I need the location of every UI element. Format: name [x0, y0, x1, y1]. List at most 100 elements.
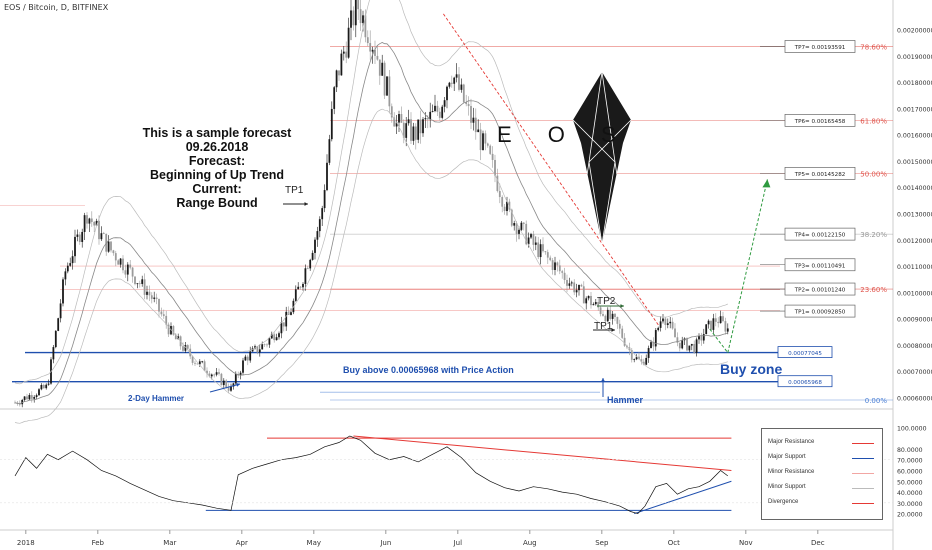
candle-body	[333, 87, 336, 109]
candle-body	[76, 234, 79, 237]
candle-body	[664, 318, 667, 325]
candle-body	[268, 338, 271, 345]
candle-body	[150, 295, 153, 299]
candle-body	[86, 215, 88, 224]
legend-label: Minor Resistance	[768, 469, 815, 475]
zone-lower-box	[777, 375, 833, 388]
candle-body	[328, 139, 331, 163]
candle-body	[117, 260, 120, 265]
candle-body	[234, 374, 237, 384]
candle-body	[227, 387, 230, 391]
legend-label: Divergence	[768, 499, 799, 505]
legend-swatch	[852, 473, 874, 474]
candle-body	[657, 327, 660, 331]
candle-body	[597, 302, 600, 308]
candle-body	[635, 356, 638, 360]
candle-body	[191, 356, 194, 363]
candle-body	[501, 197, 504, 207]
target-label: TP3= 0.00110491	[794, 263, 846, 269]
candle-body	[582, 286, 585, 304]
candle-body	[496, 175, 499, 192]
eos-label: E O S	[497, 122, 631, 147]
target-label: TP6= 0.00165458	[794, 119, 846, 125]
candle-body	[726, 328, 729, 332]
target-box	[784, 114, 856, 127]
candle-body	[698, 336, 700, 340]
candle-body	[650, 342, 652, 349]
candle-body	[222, 380, 225, 386]
candle-body	[587, 295, 590, 299]
candle-body	[304, 268, 307, 284]
fib-level-label: 0.00%	[865, 397, 888, 405]
candle-body	[194, 362, 196, 364]
candle-body	[167, 324, 170, 335]
candle-body	[388, 76, 391, 107]
candle-body	[539, 244, 542, 258]
target-box	[784, 304, 856, 318]
bollinger-lower	[14, 108, 728, 424]
candle-body	[412, 126, 415, 141]
candle-body	[609, 309, 612, 319]
candle-body	[261, 344, 264, 350]
candle-body	[90, 218, 93, 222]
candle-body	[378, 59, 381, 76]
x-tick-label: Apr	[236, 539, 248, 547]
osc-divergence-line	[353, 435, 732, 471]
candle-body	[674, 328, 676, 338]
y-tick-label: 0.00150000	[897, 159, 932, 166]
candle-body	[681, 340, 684, 349]
candle-body	[695, 339, 698, 353]
candle-body	[671, 321, 674, 329]
candle-body	[280, 322, 283, 334]
candle-body	[700, 336, 703, 341]
candle-body	[239, 372, 242, 376]
tp1-left-arrow-head	[304, 202, 308, 206]
candle-body	[446, 86, 448, 101]
candle-body	[527, 237, 530, 245]
candle-body	[630, 350, 633, 360]
candle-body	[551, 260, 554, 270]
legend-swatch	[852, 488, 874, 489]
candle-body	[647, 348, 650, 358]
fib-level-label: 50.00%	[860, 170, 887, 178]
osc-support-line	[634, 480, 732, 515]
candle-body	[124, 270, 127, 275]
candle-body	[393, 117, 396, 127]
candle-body	[633, 359, 636, 361]
candle-body	[522, 222, 525, 224]
candle-body	[141, 279, 144, 284]
candle-body	[705, 324, 708, 335]
candle-body	[419, 119, 422, 134]
y-tick-label: 0.00200000	[897, 28, 932, 35]
x-tick-label: Feb	[92, 539, 105, 547]
candle-body	[436, 105, 439, 112]
x-tick-label: Mar	[163, 539, 176, 547]
fib-level-label: 61.80%	[860, 117, 887, 125]
candle-body	[712, 318, 715, 330]
target-label: TP1= 0.00092850	[794, 310, 846, 316]
candle-body	[515, 223, 518, 234]
candle-body	[534, 242, 537, 245]
candle-body	[566, 280, 568, 286]
candle-body	[232, 383, 235, 387]
candle-body	[62, 279, 64, 304]
candle-body	[450, 82, 453, 84]
candle-body	[78, 234, 81, 242]
candle-body	[126, 264, 129, 275]
y-tick-label: 0.00060000	[897, 395, 932, 402]
x-tick-label: 2018	[17, 539, 35, 547]
tp2-right-label: TP2	[597, 296, 616, 307]
candle-body	[266, 344, 268, 346]
x-tick-label: Sep	[595, 539, 609, 547]
target-label: TP4= 0.00122150	[794, 233, 846, 239]
candle-body	[28, 395, 31, 400]
candle-body	[520, 222, 523, 230]
candle-body	[213, 374, 216, 376]
candle-body	[614, 313, 616, 317]
candle-body	[494, 159, 496, 176]
candle-body	[182, 346, 184, 351]
y-tick-label: 0.00130000	[897, 212, 932, 219]
candle-body	[563, 272, 566, 281]
candle-body	[311, 252, 314, 260]
fib-level-label: 78.60%	[860, 43, 887, 51]
